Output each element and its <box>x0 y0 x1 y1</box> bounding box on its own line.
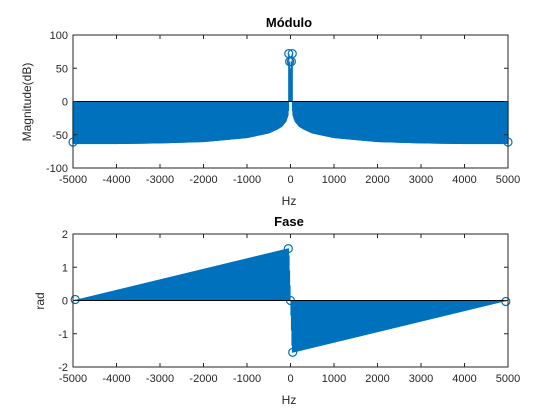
magnitude-ylabel: Magnitude(dB) <box>20 63 34 142</box>
magnitude-title: Módulo <box>266 15 312 30</box>
phase-x-tick-label: 2000 <box>365 373 389 385</box>
magnitude-plot-area <box>68 49 513 147</box>
phase-x-ticks: -5000 -4000 -3000 -2000 -1000 0 1000 2000 3000 40… <box>59 234 520 385</box>
phase-panel: Fase -5000 -4000 -3000 -2000 -1000 0 1000 2000 3… <box>33 214 520 407</box>
phase-y-tick-label: -2 <box>58 362 68 374</box>
phase-y-ticks: -2 -1 0 1 2 <box>58 229 508 374</box>
phase-stem-marker <box>283 244 293 254</box>
phase-x-tick-label: -2000 <box>189 373 217 385</box>
phase-x-tick-label: 0 <box>287 373 293 385</box>
magnitude-y-tick-label: 0 <box>62 97 68 109</box>
phase-xlabel: Hz <box>282 393 297 407</box>
phase-y-tick-label: -1 <box>58 329 68 341</box>
phase-stem-marker <box>70 294 80 305</box>
phase-stem-marker <box>288 347 298 357</box>
phase-x-tick-label: 5000 <box>496 373 520 385</box>
magnitude-x-tick-label: 1000 <box>322 174 346 186</box>
phase-y-tick-label: 0 <box>62 296 68 308</box>
phase-x-tick-label: -4000 <box>102 373 130 385</box>
magnitude-x-tick-label: -2000 <box>189 174 217 186</box>
magnitude-x-tick-label: -3000 <box>146 174 174 186</box>
magnitude-x-tick-label: 3000 <box>409 174 433 186</box>
magnitude-x-tick-label: 2000 <box>365 174 389 186</box>
phase-x-tick-label: -3000 <box>146 373 174 385</box>
phase-x-tick-label: 3000 <box>409 373 433 385</box>
magnitude-panel: Módulo -5000 -4000 -3000 -2000 -1000 0 1000 200… <box>20 15 520 208</box>
magnitude-x-tick-label: 0 <box>287 174 293 186</box>
phase-y-tick-label: 2 <box>62 229 68 241</box>
magnitude-x-tick-label: -4000 <box>102 174 130 186</box>
phase-stem-marker <box>501 296 511 307</box>
magnitude-y-tick-label: -100 <box>46 163 68 175</box>
magnitude-x-tick-label: -1000 <box>233 174 261 186</box>
magnitude-y-ticks: -100 -50 0 50 100 <box>46 30 508 175</box>
phase-ylabel: rad <box>33 292 47 309</box>
phase-title: Fase <box>274 214 304 229</box>
magnitude-y-tick-label: 50 <box>56 63 68 75</box>
phase-plot-area <box>70 244 511 357</box>
phase-y-tick-label: 1 <box>62 262 68 274</box>
magnitude-y-tick-label: -50 <box>52 130 68 142</box>
phase-x-tick-label: -1000 <box>233 373 261 385</box>
phase-x-tick-label: -5000 <box>59 373 87 385</box>
magnitude-x-ticks: -5000 -4000 -3000 -2000 -1000 0 1000 2000 3000 40… <box>59 35 520 186</box>
phase-x-tick-label: 4000 <box>452 373 476 385</box>
magnitude-x-tick-label: -5000 <box>59 174 87 186</box>
magnitude-x-tick-label: 5000 <box>496 174 520 186</box>
phase-x-tick-label: 1000 <box>322 373 346 385</box>
magnitude-y-tick-label: 100 <box>50 30 68 42</box>
magnitude-stem-marker <box>286 56 296 67</box>
magnitude-xlabel: Hz <box>282 194 297 208</box>
magnitude-x-tick-label: 4000 <box>452 174 476 186</box>
